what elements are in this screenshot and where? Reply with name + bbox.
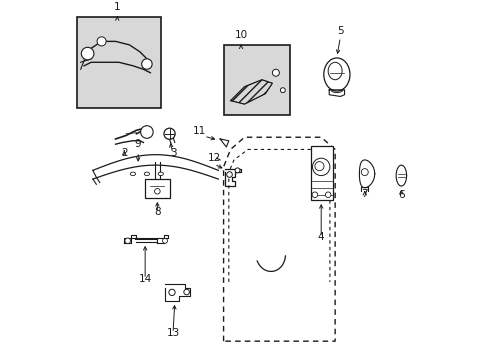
Circle shape (361, 168, 367, 176)
Circle shape (280, 88, 285, 93)
Circle shape (81, 47, 94, 60)
Text: 1: 1 (114, 2, 121, 12)
Polygon shape (220, 139, 228, 147)
Text: 7: 7 (361, 189, 367, 199)
Circle shape (226, 172, 232, 177)
Circle shape (142, 59, 152, 69)
Text: 11: 11 (192, 126, 205, 135)
Circle shape (272, 69, 279, 76)
Circle shape (141, 126, 153, 138)
Text: 14: 14 (138, 274, 151, 284)
Circle shape (325, 192, 330, 198)
Text: 6: 6 (397, 190, 404, 200)
Text: 4: 4 (317, 232, 324, 242)
Circle shape (162, 238, 167, 243)
Text: 12: 12 (207, 153, 221, 163)
Circle shape (154, 189, 160, 194)
Circle shape (312, 158, 329, 176)
Text: 5: 5 (336, 26, 343, 36)
Circle shape (314, 162, 324, 171)
FancyBboxPatch shape (77, 17, 161, 108)
Text: 9: 9 (135, 139, 141, 149)
Text: 8: 8 (154, 207, 161, 217)
FancyBboxPatch shape (223, 45, 289, 114)
Text: 2: 2 (121, 148, 127, 158)
Ellipse shape (327, 62, 342, 80)
Ellipse shape (144, 172, 149, 176)
Circle shape (311, 192, 317, 198)
Ellipse shape (158, 172, 163, 176)
Circle shape (168, 289, 175, 296)
FancyBboxPatch shape (310, 146, 333, 200)
FancyBboxPatch shape (145, 179, 169, 198)
Text: 10: 10 (234, 30, 247, 40)
Text: 13: 13 (166, 328, 179, 338)
Circle shape (163, 128, 175, 139)
Circle shape (235, 168, 240, 173)
Ellipse shape (323, 58, 349, 91)
Ellipse shape (130, 172, 135, 176)
Text: 3: 3 (169, 148, 176, 158)
Circle shape (183, 289, 189, 295)
Circle shape (124, 238, 130, 244)
Circle shape (97, 37, 106, 46)
